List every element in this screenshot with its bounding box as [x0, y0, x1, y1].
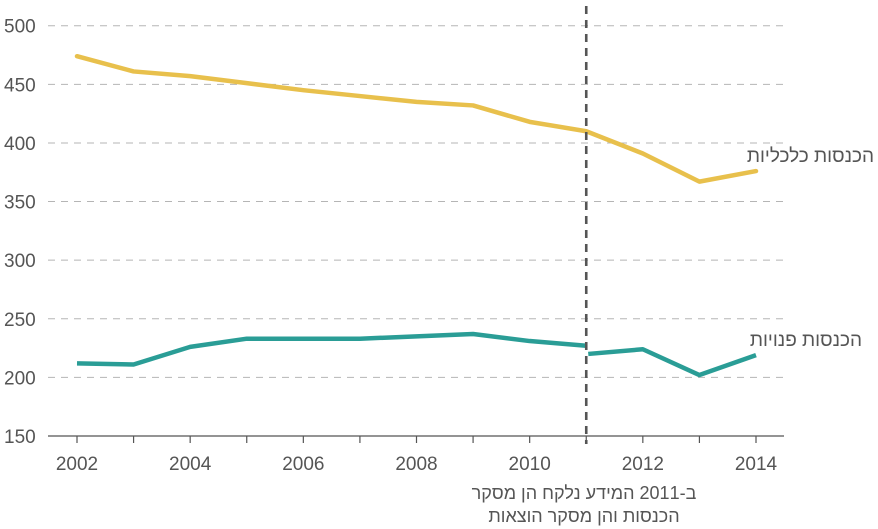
y-tick-labels: 150 200 250 300 350 400 450 500 [4, 17, 36, 448]
x-tick-label: 2002 [56, 454, 98, 475]
series-line-disposable-income-after [588, 347, 757, 378]
series-label-economic-income: הכנסות כלכליות [747, 146, 874, 167]
y-tick-label: 500 [4, 17, 36, 38]
x-tick-label: 2014 [735, 454, 778, 475]
x-tick-labels: 2002 2004 2006 2008 2010 2012 2014 [56, 454, 778, 475]
y-tick-label: 350 [4, 193, 36, 214]
y-tick-label: 250 [4, 310, 36, 331]
y-tick-label: 150 [4, 427, 36, 448]
x-tick-label: 2008 [395, 454, 437, 475]
x-tick-label: 2004 [169, 454, 212, 475]
gridlines [48, 25, 784, 378]
y-tick-label: 450 [4, 75, 36, 96]
series-label-disposable-income: הכנסות פנויות [750, 330, 862, 351]
y-tick-label: 400 [4, 134, 36, 155]
y-tick-label: 300 [4, 251, 36, 272]
y-tick-label: 200 [4, 368, 36, 389]
x-tick-label: 2006 [282, 454, 324, 475]
series-line-disposable-income-before [76, 331, 587, 367]
break-note-line-2: הכנסות והן מסקר הוצאות [488, 506, 679, 526]
series-lines [74, 53, 759, 378]
axes [48, 435, 784, 443]
break-note-line-1: ב-2011 המידע נלקח הן מסקר [472, 483, 697, 503]
series-line-economic-income [74, 53, 759, 184]
x-tick-label: 2010 [509, 454, 551, 475]
x-tick-label: 2012 [622, 454, 664, 475]
